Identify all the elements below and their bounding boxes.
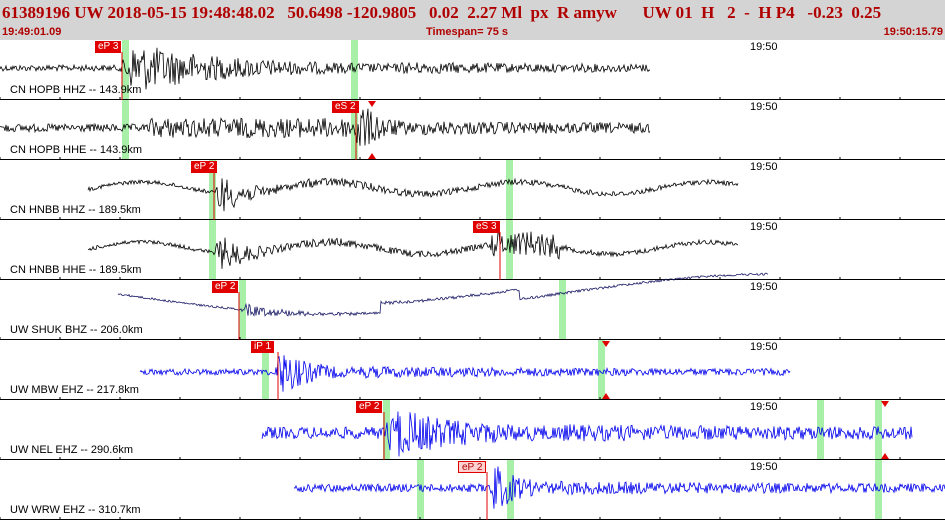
waveform-panel[interactable]: 19:50 UW MBW EHZ -- 217.8km iP 1 [0, 340, 945, 400]
amplitude-marker-bottom [368, 153, 376, 159]
pick-label[interactable]: iP 1 [251, 341, 275, 353]
amplitude-marker-bottom [881, 453, 889, 459]
phase-marker [262, 340, 269, 400]
waveform-trace [293, 466, 945, 509]
panel-time-label: 19:50 [750, 101, 778, 113]
phase-marker [875, 460, 882, 520]
amplitude-marker-top [881, 401, 889, 407]
panel-time-label: 19:50 [750, 281, 778, 293]
waveform-trace [0, 108, 651, 146]
phase-marker [598, 340, 605, 400]
event-summary-line: 61389196 UW 2018-05-15 19:48:48.02 50.64… [2, 3, 882, 22]
panel-time-label: 19:50 [750, 41, 778, 53]
waveform-trace [87, 231, 739, 269]
phase-marker [559, 280, 566, 340]
waveform-trace [139, 355, 791, 392]
phase-marker [506, 160, 513, 220]
pick-label[interactable]: eS 2 [332, 101, 359, 113]
window-end-time: 19:50:15.79 [883, 26, 943, 38]
pick-label[interactable]: eS 3 [473, 221, 500, 233]
station-label: UW WRW EHZ -- 310.7km [10, 504, 141, 516]
waveform-panel[interactable]: 19:50 UW SHUK BHZ -- 206.0km eP 2 [0, 280, 945, 340]
phase-marker [817, 400, 824, 460]
phase-marker [209, 220, 216, 280]
waveform-trace [117, 272, 769, 317]
panel-time-label: 19:50 [750, 161, 778, 173]
pick-label[interactable]: eP 2 [356, 401, 383, 413]
waveform-panel[interactable]: 19:50 CN HOPB HHE -- 143.9km eS 2 [0, 100, 945, 160]
station-label: UW SHUK BHZ -- 206.0km [10, 324, 143, 336]
waveform-panel[interactable]: 19:50 CN HNBB HHZ -- 189.5km eP 2 [0, 160, 945, 220]
phase-marker [383, 400, 390, 460]
waveform-panel[interactable]: 19:50 UW NEL EHZ -- 290.6km eP 2 [0, 400, 945, 460]
pick-label[interactable]: eP 2 [212, 281, 239, 293]
station-label: CN HOPB HHE -- 143.9km [10, 144, 143, 156]
pick-label[interactable]: eP 2 [458, 461, 487, 473]
phase-marker [417, 460, 424, 520]
phase-marker [122, 100, 129, 160]
station-label: UW NEL EHZ -- 290.6km [10, 444, 134, 456]
timespan-label: Timespan= 75 s [426, 26, 509, 38]
phase-marker [209, 160, 216, 220]
panel-time-label: 19:50 [750, 401, 778, 413]
station-label: CN HOPB HHZ -- 143.9km [10, 84, 142, 96]
waveform-trace [87, 177, 739, 212]
amplitude-marker-top [602, 341, 610, 347]
panel-time-label: 19:50 [750, 341, 778, 353]
station-label: CN HNBB HHZ -- 189.5km [10, 204, 141, 216]
panel-time-label: 19:50 [750, 221, 778, 233]
waveform-panel[interactable]: 19:50 CN HOPB HHZ -- 143.9km eP 3 [0, 40, 945, 100]
waveform-trace [261, 411, 913, 457]
waveform-panels[interactable]: 19:50 CN HOPB HHZ -- 143.9km eP 3 19:50 … [0, 40, 945, 520]
amplitude-marker-top [368, 101, 376, 107]
amplitude-marker-bottom [602, 393, 610, 399]
station-label: CN HNBB HHE -- 189.5km [10, 264, 142, 276]
station-label: UW MBW EHZ -- 217.8km [10, 384, 139, 396]
window-start-time: 19:49:01.09 [2, 26, 62, 38]
panel-time-label: 19:50 [750, 461, 778, 473]
header-bar: 61389196 UW 2018-05-15 19:48:48.02 50.64… [0, 0, 945, 40]
waveform-panel[interactable]: 19:50 CN HNBB HHE -- 189.5km eS 3 [0, 220, 945, 280]
pick-label[interactable]: eP 3 [95, 41, 122, 53]
pick-label[interactable]: eP 2 [191, 161, 218, 173]
waveform-trace [0, 47, 651, 90]
waveform-panel[interactable]: 19:50 UW WRW EHZ -- 310.7km eP 2 [0, 460, 945, 520]
